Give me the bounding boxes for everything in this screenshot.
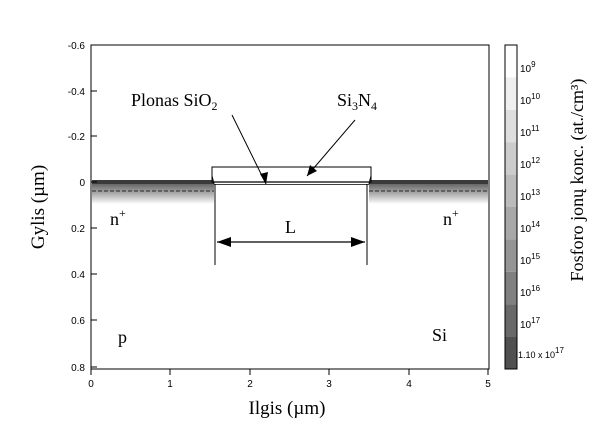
x-tick-label-1: 0 xyxy=(88,379,94,390)
y-tick-label-4: 0 xyxy=(79,178,85,189)
nitride-layer xyxy=(211,166,372,183)
colorbar-label-5: 1013 xyxy=(520,188,541,203)
colorbar-swatch-1 xyxy=(505,45,517,78)
x-tick-label-4: 3 xyxy=(326,379,332,390)
n-plus-regions xyxy=(92,180,488,204)
y-axis: -0.6 -0.4 -0.2 0 0.2 0.4 0.6 0.8 xyxy=(68,41,97,374)
colorbar-swatch-3 xyxy=(505,109,517,143)
stack-corner-right xyxy=(368,175,372,185)
colorbar-label-8: 1016 xyxy=(520,284,541,299)
channel-length-label: L xyxy=(285,217,296,237)
oxide-leader xyxy=(231,114,267,185)
colorbar-swatch-4 xyxy=(505,142,517,175)
colorbar-label-last: 1.10 x 1017 xyxy=(518,346,564,360)
channel-arrowhead-right xyxy=(351,237,365,247)
substrate-label: Si xyxy=(432,325,447,345)
nitride-leader xyxy=(306,119,356,177)
n-plus-left-cap xyxy=(92,180,214,184)
x-axis-title: Ilgis (µm) xyxy=(249,398,326,419)
y-tick-label-8: 0.8 xyxy=(71,363,85,374)
colorbar-swatch-2 xyxy=(505,77,517,110)
colorbar-swatch-9 xyxy=(505,304,517,337)
colorbar-label-6: 1014 xyxy=(520,220,541,235)
colorbar-label-3: 1011 xyxy=(520,124,540,139)
y-tick-label-1: -0.6 xyxy=(68,41,86,52)
colorbar-label-4: 1012 xyxy=(520,156,541,171)
colorbar-label-9: 1017 xyxy=(520,316,541,331)
nitride-label: Si3N4 xyxy=(337,90,377,113)
colorbar-swatch-6 xyxy=(505,207,517,240)
colorbar-label-2: 1010 xyxy=(520,92,541,107)
colorbar: 109 1010 1011 1012 1013 1014 1015 1016 1… xyxy=(504,44,588,370)
colorbar-frame xyxy=(504,44,518,370)
x-tick-label-6: 5 xyxy=(485,379,491,390)
colorbar-label-1: 109 xyxy=(520,60,536,75)
colorbar-title: Fosforo jonų konc. (at./cm³) xyxy=(567,79,588,282)
x-tick-label-2: 1 xyxy=(167,379,173,390)
y-axis-title: Gylis (µm) xyxy=(28,165,49,249)
y-tick-label-5: 0.2 xyxy=(71,224,85,235)
x-tick-label-3: 2 xyxy=(247,379,253,390)
colorbar-swatch-8 xyxy=(505,271,517,305)
n-plus-left-label: n+ xyxy=(110,206,126,229)
y-tick-label-6: 0.4 xyxy=(71,270,85,281)
oxide-label: Plonas SiO2 xyxy=(131,90,218,113)
oxide-leader-arrowhead xyxy=(260,172,268,184)
plot-area xyxy=(90,44,490,370)
colorbar-swatch-7 xyxy=(505,239,517,272)
channel-length-marker xyxy=(214,184,368,265)
colorbar-swatch-5 xyxy=(505,174,517,207)
colorbar-label-7: 1015 xyxy=(520,252,541,267)
y-tick-label-7: 0.6 xyxy=(71,316,85,327)
y-tick-label-2: -0.4 xyxy=(68,87,86,98)
gate-stack xyxy=(211,166,372,185)
n-plus-right-cap xyxy=(369,180,488,184)
leader-lines xyxy=(231,114,356,185)
stack-corner-left xyxy=(211,175,215,185)
y-tick-label-3: -0.2 xyxy=(68,132,86,143)
n-plus-right-label: n+ xyxy=(443,206,459,229)
nitride-leader-arrowhead xyxy=(307,165,317,176)
x-axis: 0 1 2 3 4 5 xyxy=(88,369,491,390)
p-region-label: p xyxy=(118,327,127,347)
x-tick-label-5: 4 xyxy=(406,379,412,390)
colorbar-swatch-10 xyxy=(505,336,517,369)
channel-arrowhead-left xyxy=(217,237,231,247)
